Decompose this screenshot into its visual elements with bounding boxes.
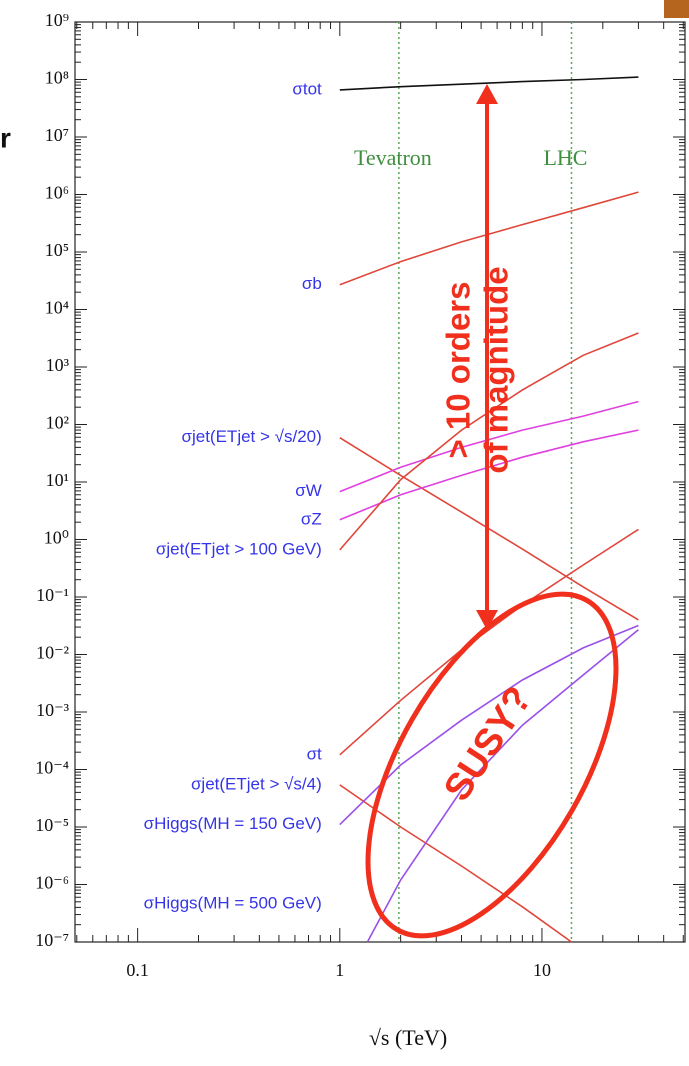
y-tick-label: 10⁷	[45, 125, 69, 145]
x-tick-label: 0.1	[126, 960, 149, 980]
y-tick-label: 10⁻⁶	[35, 873, 69, 893]
series-label: σHiggs(MH = 150 GeV)	[144, 814, 322, 833]
reference-label: Tevatron	[354, 145, 432, 170]
y-tick-label: 10⁻²	[36, 643, 69, 663]
y-tick-label: 10²	[46, 413, 69, 433]
y-tick-label: 10⁶	[45, 183, 69, 203]
x-tick-label: 1	[335, 960, 344, 980]
reference-label: LHC	[543, 145, 587, 170]
y-tick-label: 10⁻¹	[36, 585, 69, 605]
y-tick-label: 10⁻³	[36, 700, 70, 720]
series-label: σjet(ETjet > 100 GeV)	[156, 539, 322, 558]
series-label: σW	[295, 481, 322, 500]
arrow-label: of magnitude	[478, 266, 515, 473]
arrow-label-group: > 10 orders of magnitude	[440, 266, 515, 473]
series-label: σjet(ETjet > √s/20)	[181, 427, 321, 446]
series-label: σZ	[301, 509, 322, 528]
series-label: σHiggs(MH = 500 GeV)	[144, 893, 322, 912]
arrow-label: > 10 orders	[440, 281, 477, 458]
arrow-head	[476, 84, 498, 104]
series-label: σtot	[292, 79, 322, 98]
y-tick-label: 10⁹	[45, 10, 69, 30]
y-tick-label: 10⁸	[45, 68, 69, 88]
ellipse-label: SUSY?	[436, 679, 540, 808]
x-tick-label: 10	[533, 960, 551, 980]
y-tick-label: 10³	[46, 355, 70, 375]
y-tick-label: 10⁴	[45, 298, 69, 318]
y-tick-label: 10⁻⁷	[35, 930, 69, 950]
y-tick-label: 10⁰	[44, 528, 69, 548]
x-axis-label: √s (TeV)	[369, 1025, 447, 1050]
photo-fragment	[664, 0, 689, 18]
chart: r √s (TeV) 10⁹10⁸10⁷10⁶10⁵10⁴10³10²10¹10…	[0, 0, 689, 1066]
series-label: σb	[302, 274, 322, 293]
y-tick-label: 10¹	[46, 470, 69, 490]
y-tick-label: 10⁻⁵	[35, 815, 69, 835]
series-label: σt	[307, 744, 322, 763]
series-label: σjet(ETjet > √s/4)	[191, 774, 322, 793]
edge-text: r	[0, 122, 11, 153]
y-tick-label: 10⁻⁴	[35, 758, 69, 778]
y-tick-label: 10⁵	[45, 240, 69, 260]
